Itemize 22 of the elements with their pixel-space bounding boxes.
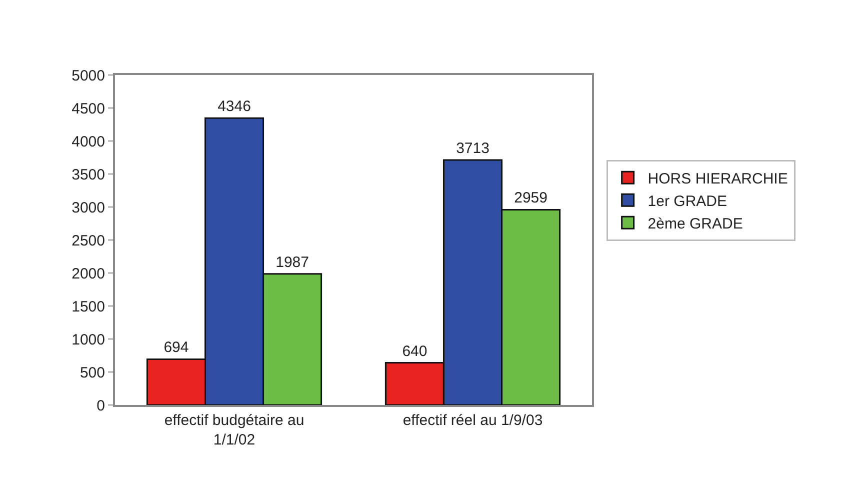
data-label: 2959 xyxy=(514,190,548,207)
y-tick-label: 4000 xyxy=(72,133,105,150)
data-label: 3713 xyxy=(456,140,490,157)
y-tick-label: 500 xyxy=(80,364,105,382)
y-tick-label: 4500 xyxy=(72,100,105,118)
data-label: 4346 xyxy=(218,98,251,116)
y-tick-label: 3500 xyxy=(72,166,105,184)
data-label: 1987 xyxy=(276,254,309,271)
y-tick-label: 0 xyxy=(96,397,105,414)
y-tick-label: 3000 xyxy=(72,199,105,216)
data-label: 640 xyxy=(402,342,428,360)
y-tick-label: 1500 xyxy=(72,298,105,316)
legend-label: 2ème GRADE xyxy=(648,216,743,232)
y-tick-label: 5000 xyxy=(72,67,105,84)
legend-label: 1er GRADE xyxy=(648,193,728,210)
y-tick-label: 1000 xyxy=(72,331,105,348)
x-tick-label: effectif réel au 1/9/03 xyxy=(402,412,543,429)
legend-label: HORS HIERARCHIE xyxy=(648,170,788,188)
data-label: 694 xyxy=(164,339,189,356)
x-tick-label: effectif budgétaire au 1/1/02 xyxy=(164,412,304,448)
y-tick-label: 2500 xyxy=(72,232,105,250)
y-tick-label: 2000 xyxy=(72,265,105,282)
